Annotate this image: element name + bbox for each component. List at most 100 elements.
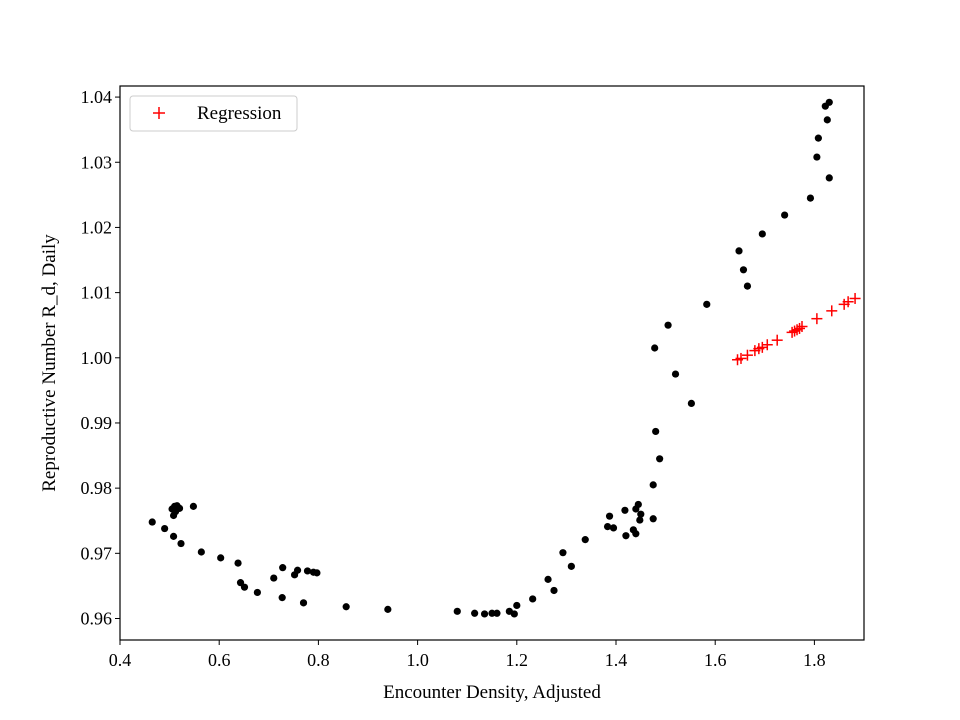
data-point [313, 569, 321, 577]
data-point [217, 554, 225, 562]
regression-point [811, 313, 823, 325]
data-point [735, 247, 743, 255]
x-tick-label: 0.6 [208, 650, 231, 670]
data-point [758, 230, 766, 238]
data-point [823, 116, 831, 124]
y-tick-label: 0.96 [81, 608, 113, 628]
x-tick-label: 0.4 [109, 650, 132, 670]
data-point [813, 153, 821, 161]
data-point [825, 98, 833, 106]
y-tick-label: 1.01 [81, 283, 113, 303]
regression-point [849, 292, 861, 304]
data-point [544, 575, 552, 583]
data-point [342, 603, 350, 611]
plot-frame [119, 85, 865, 641]
data-point [171, 508, 180, 516]
data-point [743, 282, 752, 290]
regression-point [761, 339, 773, 351]
regression-point [786, 326, 798, 338]
data-point [270, 574, 278, 582]
y-tick-label: 1.00 [81, 348, 113, 368]
regression-point [796, 321, 808, 333]
data-point [671, 370, 680, 378]
legend-label: Regression [197, 103, 282, 124]
data-point [649, 481, 657, 489]
data-point [656, 455, 664, 463]
y-tick-label: 1.03 [81, 152, 113, 172]
regression-point [826, 305, 838, 317]
data-point [603, 522, 612, 531]
data-point [632, 530, 640, 538]
data-point [636, 516, 644, 524]
y-tick-label: 0.99 [81, 413, 113, 433]
data-point [513, 601, 521, 610]
data-point [189, 502, 198, 510]
data-point [384, 605, 392, 613]
plot-marks [148, 98, 861, 618]
regression-point [842, 296, 854, 308]
regression-point [789, 325, 801, 337]
x-tick-label: 1.0 [406, 650, 429, 670]
data-point [814, 134, 822, 142]
x-tick-label: 0.8 [307, 650, 330, 670]
data-point [739, 266, 748, 274]
data-point [279, 564, 287, 572]
data-point [559, 549, 567, 557]
y-tick-label: 0.97 [81, 543, 113, 563]
x-axis: 0.4 0.6 0.8 1.0 1.2 1.4 1.6 1.8 [109, 640, 826, 670]
y-axis: 0.96 0.97 0.98 0.99 1.00 1.01 1.02 1.03 1.04 [81, 87, 120, 628]
x-axis-title: Encounter Density, Adjusted [383, 682, 601, 703]
data-point [581, 536, 589, 544]
regression-point [771, 334, 783, 346]
y-tick-label: 0.98 [81, 478, 113, 498]
data-point [493, 609, 501, 617]
data-point [529, 595, 537, 603]
data-point [550, 586, 558, 595]
data-point [651, 344, 659, 352]
data-point [634, 500, 642, 509]
regression-point [756, 341, 768, 353]
data-point [293, 566, 302, 574]
data-point [687, 399, 695, 408]
regression-point [735, 352, 747, 364]
data-point [240, 583, 249, 591]
x-tick-label: 1.6 [704, 650, 727, 670]
data-point [453, 607, 461, 615]
y-tick-label: 1.04 [81, 87, 113, 107]
y-tick-label: 1.02 [81, 217, 113, 237]
data-point [177, 539, 185, 548]
data-point [703, 300, 711, 308]
data-point [609, 524, 618, 532]
regression-point [794, 322, 806, 334]
data-point [234, 559, 242, 567]
data-point [253, 588, 261, 597]
data-point [621, 506, 629, 514]
legend-box [129, 95, 298, 132]
data-point [197, 548, 205, 556]
data-point [567, 562, 575, 570]
data-point [605, 512, 614, 520]
data-point [664, 321, 672, 329]
x-tick-label: 1.2 [506, 650, 529, 670]
data-point [622, 532, 630, 540]
data-point [169, 532, 178, 540]
data-point [652, 427, 660, 436]
data-point [510, 610, 518, 618]
regression-point [741, 349, 753, 361]
legend-plus-marker [153, 107, 165, 119]
data-point [806, 194, 815, 202]
data-point [637, 510, 645, 518]
data-point [299, 599, 308, 607]
legend: Regression [129, 95, 298, 132]
data-point [649, 515, 657, 523]
data-point [825, 174, 833, 182]
data-point [148, 518, 156, 526]
x-tick-label: 1.4 [605, 650, 628, 670]
data-point [471, 609, 479, 617]
y-axis-title: Reproductive Number R_d, Daily [39, 234, 60, 492]
x-tick-label: 1.8 [803, 650, 826, 670]
data-point [488, 609, 496, 617]
data-point [781, 211, 789, 219]
data-point [278, 594, 286, 602]
